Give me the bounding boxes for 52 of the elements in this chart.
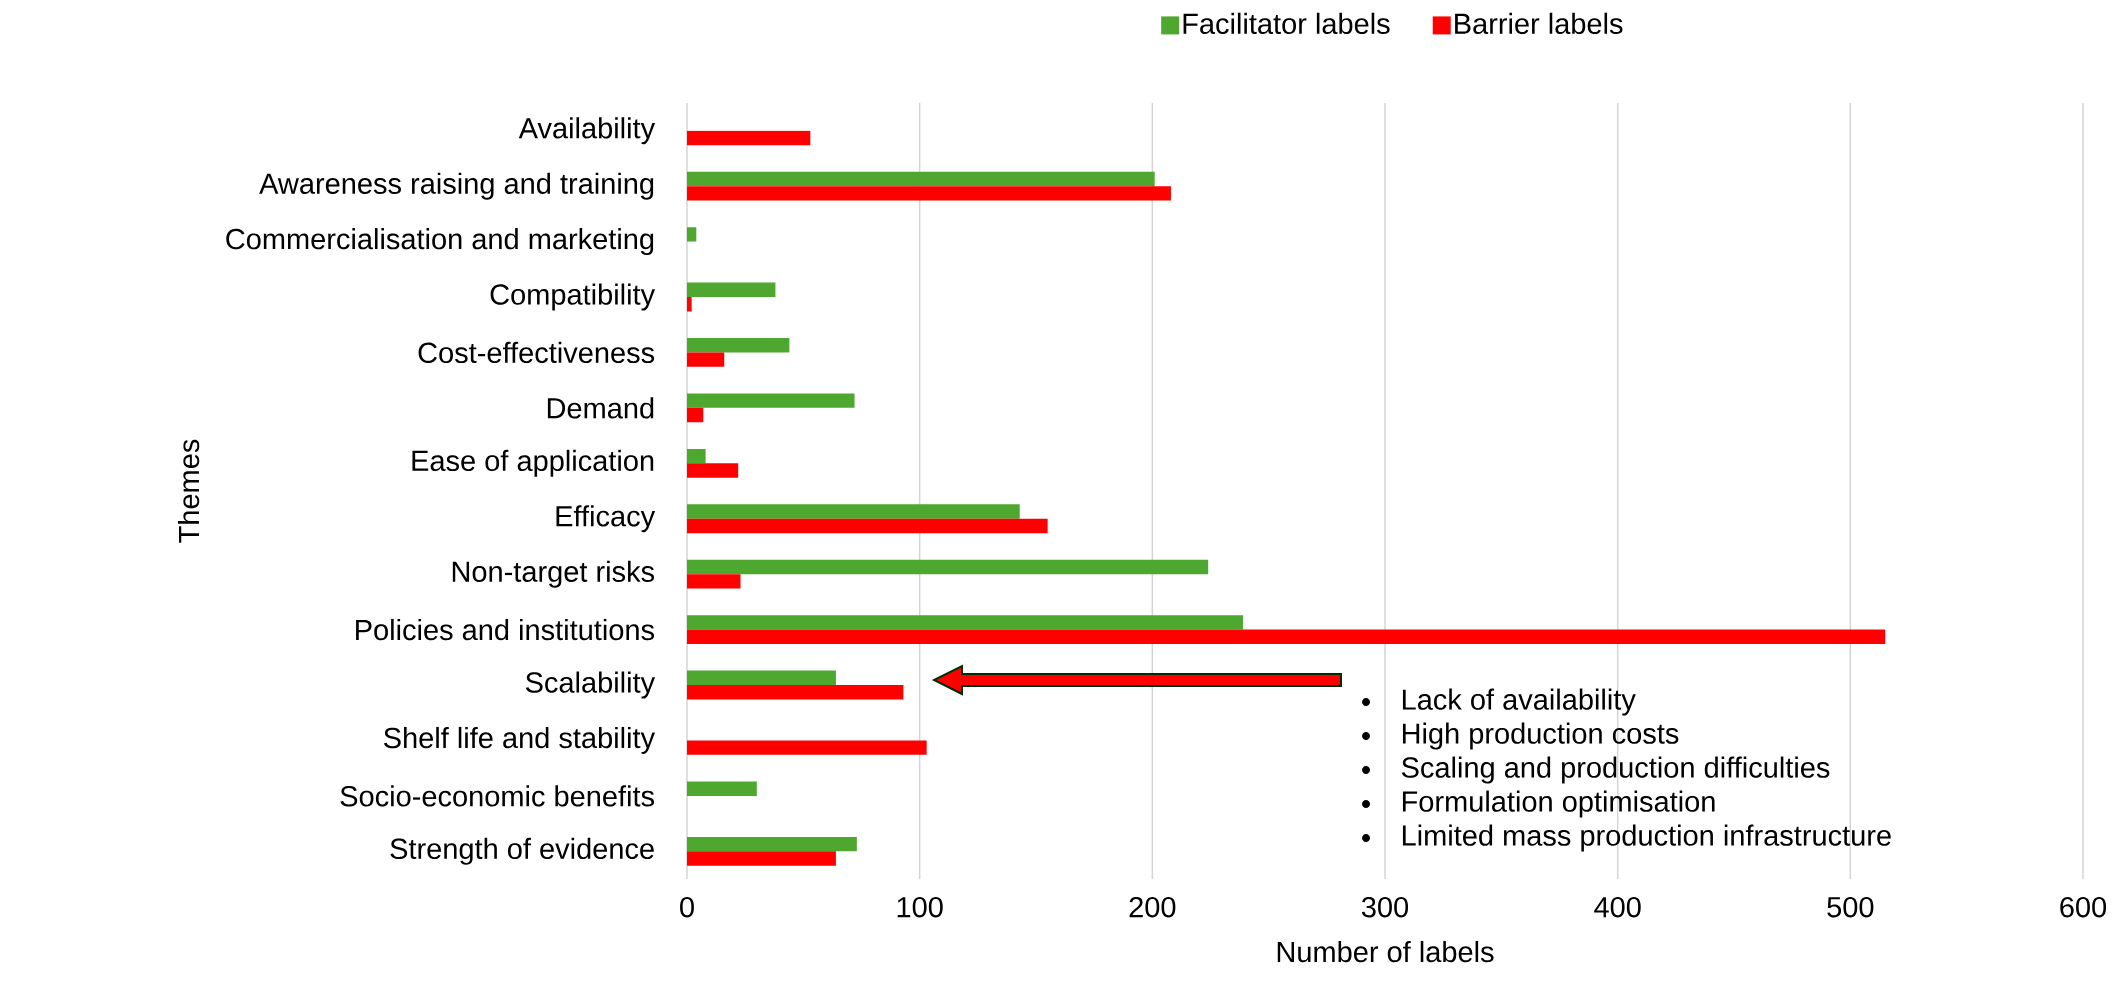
annotation: Formulation optimisation bbox=[1402, 790, 1715, 818]
x-axis-title: Number of labels bbox=[1277, 940, 1494, 963]
bar bbox=[687, 629, 1886, 644]
legend-label: Facilitator labels bbox=[1183, 12, 1390, 35]
annotation: High production costs bbox=[1402, 722, 1679, 750]
bar bbox=[687, 670, 836, 686]
y-tick-label: Compatibility bbox=[490, 283, 656, 311]
y-tick-label: Availability bbox=[518, 117, 656, 145]
bar bbox=[687, 685, 904, 700]
bar bbox=[687, 781, 757, 796]
y-tick-label: Non-target risks bbox=[452, 560, 655, 588]
annotation: Lack of availability bbox=[1402, 688, 1636, 716]
y-tick-label: Scalability bbox=[525, 671, 656, 699]
annotation: Scaling and production difficulties bbox=[1401, 756, 1830, 784]
bar bbox=[687, 851, 836, 866]
y-tick-label: Awareness raising and training bbox=[259, 172, 654, 200]
bar bbox=[687, 171, 1155, 187]
y-tick-label: Socio-economic benefits bbox=[340, 785, 655, 807]
y-tick-label: Strength of evidence bbox=[390, 837, 654, 865]
x-tick-label: 100 bbox=[897, 896, 943, 918]
bar bbox=[687, 615, 1244, 630]
y-tick-label: Demand bbox=[547, 397, 654, 419]
bar bbox=[687, 186, 1171, 201]
x-tick-label: 300 bbox=[1361, 896, 1409, 918]
y-tick-label: Commercialisation and marketing bbox=[226, 228, 654, 256]
bar bbox=[687, 559, 1209, 575]
bar bbox=[687, 836, 857, 852]
bar bbox=[687, 393, 855, 408]
x-tick-label: 500 bbox=[1827, 896, 1874, 918]
x-tick-label: 0 bbox=[680, 896, 694, 918]
bar bbox=[687, 130, 811, 146]
y-tick-label: Policies and institutions bbox=[356, 618, 655, 641]
x-tick-label: 600 bbox=[2060, 896, 2107, 918]
bar bbox=[687, 463, 739, 478]
y-tick-label: Cost-effectiveness bbox=[418, 341, 655, 364]
bar bbox=[687, 227, 697, 242]
y-tick-label: Shelf life and stability bbox=[384, 726, 656, 754]
x-tick-label: 200 bbox=[1129, 896, 1176, 918]
bar bbox=[687, 338, 790, 353]
x-tick-label: 400 bbox=[1594, 896, 1641, 918]
legend-label: Barrier labels bbox=[1455, 12, 1623, 35]
y-tick-label: Ease of application bbox=[412, 449, 654, 477]
annotation: Limited mass production infrastructure bbox=[1402, 824, 1891, 852]
bar bbox=[687, 282, 776, 298]
bar bbox=[687, 448, 706, 464]
y-tick-label: Efficacy bbox=[556, 505, 656, 533]
bar bbox=[687, 574, 741, 589]
bar bbox=[687, 740, 927, 755]
bar bbox=[687, 504, 1020, 519]
bar bbox=[687, 352, 725, 367]
bar bbox=[687, 518, 1048, 534]
y-axis-title: Themes bbox=[177, 439, 200, 543]
